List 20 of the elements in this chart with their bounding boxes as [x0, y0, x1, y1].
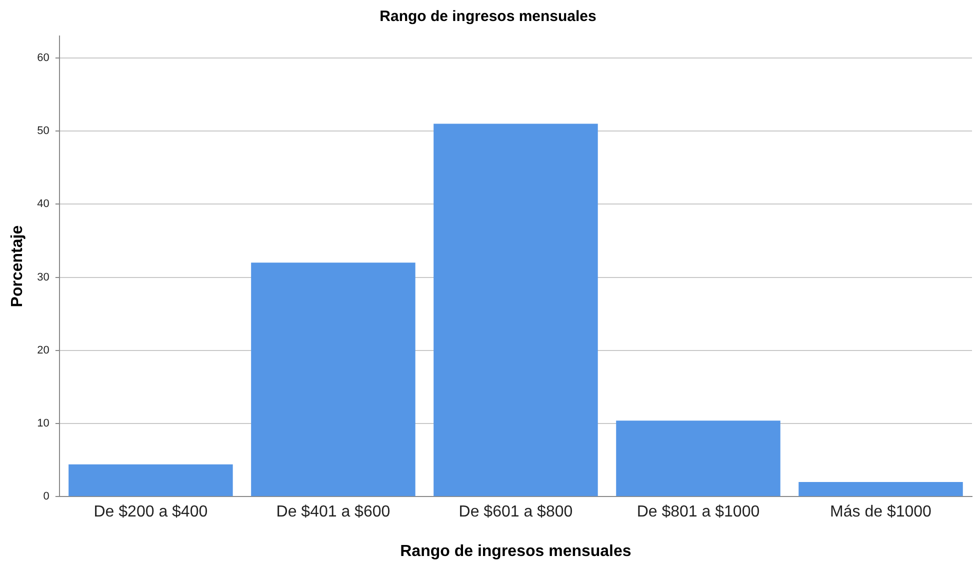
- x-tick-label: De $801 a $1000: [636, 504, 760, 521]
- x-tick-label: Más de $1000: [830, 504, 932, 521]
- y-axis-title: Porcentaje: [9, 225, 26, 308]
- y-tick-label: 0: [43, 490, 50, 503]
- y-tick-label: 20: [37, 344, 50, 356]
- chart-title: Rango de ingresos mensuales: [380, 8, 596, 26]
- x-tick-label: De $601 a $800: [458, 504, 573, 521]
- x-axis-title: Rango de ingresos mensuales: [400, 542, 632, 560]
- bar: [616, 420, 780, 496]
- x-tick-label: De $200 a $400: [94, 504, 208, 521]
- y-tick-label: 60: [37, 52, 50, 64]
- bar: [434, 124, 598, 496]
- bar: [798, 482, 963, 496]
- bar: [68, 464, 233, 496]
- bar: [251, 262, 416, 496]
- y-tick-label: 10: [37, 418, 50, 430]
- y-tick-label: 30: [37, 271, 50, 284]
- x-tick-label: De $401 a $600: [276, 504, 390, 521]
- y-tick-label: 50: [37, 125, 50, 138]
- y-tick-label: 40: [37, 198, 50, 210]
